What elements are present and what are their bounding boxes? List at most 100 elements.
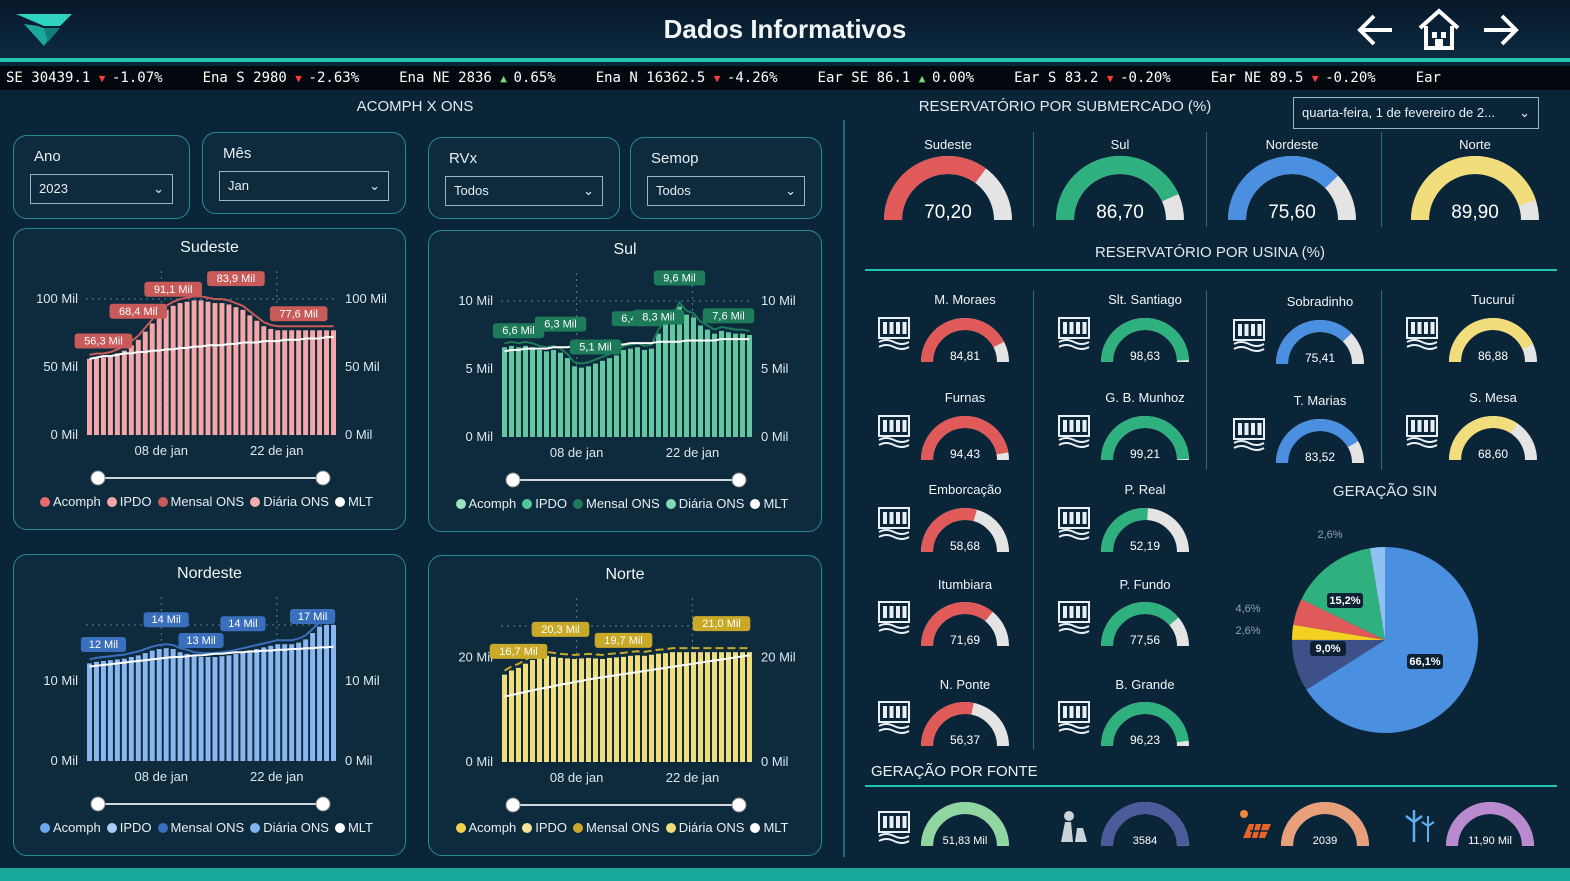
gauge-fill	[921, 416, 1009, 461]
bar	[719, 330, 724, 437]
range-slider-handle-start[interactable]	[90, 796, 106, 812]
fonte-title: GERAÇÃO POR FONTE	[871, 763, 1038, 780]
legend-dot-icon	[157, 823, 168, 833]
legend-item[interactable]: Diária ONS	[665, 496, 744, 511]
legend-item[interactable]: Mensal ONS	[157, 820, 244, 835]
chart-panel-sul: Sul 10 Mil 10 Mil 5 Mil 5 Mil 0 Mil 0 Mil 6,6 …	[428, 230, 822, 532]
legend-item[interactable]: Diária ONS	[250, 494, 329, 509]
pie-label: 66,1%	[1409, 656, 1440, 668]
bar	[205, 301, 211, 435]
date-select[interactable]: quarta-feira, 1 de fevereiro de 2... ⌄	[1293, 97, 1539, 129]
home-icon[interactable]	[1416, 6, 1462, 52]
bar	[114, 659, 120, 761]
legend-item[interactable]: Diária ONS	[665, 820, 744, 835]
hydro-dam-icon	[878, 601, 910, 634]
legend-label: IPDO	[119, 820, 152, 835]
filter-semop[interactable]: Semop Todos ⌄	[630, 137, 822, 219]
arrow-right-icon[interactable]	[1480, 10, 1522, 50]
legend-item[interactable]: Acomph	[455, 496, 516, 511]
legend-item[interactable]: MLT	[750, 820, 789, 835]
range-slider-handle-end[interactable]	[731, 797, 747, 813]
filter-rvx-select[interactable]: Todos ⌄	[445, 176, 603, 206]
bar	[516, 667, 521, 762]
hydro-dam-icon	[1406, 317, 1438, 350]
legend-item[interactable]: Diária ONS	[250, 820, 329, 835]
filter-mes-select[interactable]: Jan ⌄	[219, 171, 389, 201]
legend-dot-icon	[40, 823, 50, 833]
gauge-fill	[1101, 416, 1189, 461]
bar	[663, 324, 668, 437]
filter-ano-select[interactable]: 2023 ⌄	[30, 174, 173, 204]
bar	[579, 367, 584, 437]
hydro-dam-icon	[1406, 415, 1438, 448]
legend-item[interactable]: IPDO	[522, 496, 567, 511]
legend-item[interactable]: MLT	[334, 820, 373, 835]
gauge-separator	[1206, 132, 1207, 227]
data-label-bg	[269, 306, 328, 322]
bar	[677, 652, 682, 762]
bar	[240, 652, 246, 761]
legend-item[interactable]: Acomph	[455, 820, 516, 835]
gauge: 51,83 Mil	[921, 802, 1009, 847]
data-label-text: 77,6 Mil	[279, 308, 318, 320]
bar	[628, 655, 633, 762]
bar	[621, 349, 626, 437]
filter-mes[interactable]: Mês Jan ⌄	[202, 132, 406, 214]
filter-rvx-value: Todos	[454, 183, 489, 198]
bar	[502, 674, 507, 762]
gauge: 3584	[1101, 802, 1189, 847]
legend-dot-icon	[750, 499, 761, 509]
bar	[509, 670, 514, 762]
bar	[317, 626, 323, 761]
legend-item[interactable]: Mensal ONS	[157, 494, 244, 509]
chart-title: Sul	[613, 241, 637, 258]
legend-label: Mensal ONS	[586, 496, 660, 511]
gauge-value: 96,23	[1130, 733, 1160, 747]
legend-item[interactable]: IPDO	[106, 494, 152, 509]
data-label: 16,7 Mil	[489, 643, 548, 659]
legend-item[interactable]: MLT	[750, 496, 789, 511]
legend-item[interactable]: IPDO	[106, 820, 152, 835]
range-slider-handle-end[interactable]	[315, 470, 331, 486]
gauge: 56,37	[921, 702, 1009, 747]
legend-item[interactable]: IPDO	[522, 820, 567, 835]
x-tick-label: 22 de jan	[250, 443, 304, 458]
data-label-bg	[109, 303, 168, 319]
legend-item[interactable]: MLT	[334, 494, 373, 509]
data-label-text: 83,9 Mil	[217, 273, 256, 285]
gauge-separator	[1381, 132, 1382, 227]
ticker-item: Ear SE 86.1 ▲ 0.00%	[817, 70, 975, 86]
data-label: 77,6 Mil	[269, 306, 328, 322]
legend-item[interactable]: Acomph	[40, 494, 101, 509]
data-label-text: 6,6 Mil	[502, 325, 534, 337]
range-slider-handle-end[interactable]	[731, 472, 747, 488]
y-tick-label: 20 Mil	[458, 649, 493, 664]
chevron-down-icon: ⌄	[1519, 105, 1530, 120]
bar	[149, 323, 155, 435]
usina-name: G. B. Munhoz	[1105, 390, 1185, 405]
arrow-left-icon[interactable]	[1354, 10, 1396, 50]
gauge-fill	[921, 602, 993, 647]
bar	[593, 363, 598, 437]
gauge-value: 75,60	[1268, 202, 1316, 223]
range-slider-handle-start[interactable]	[90, 470, 106, 486]
filter-semop-select[interactable]: Todos ⌄	[647, 176, 805, 206]
gauge-value: 52,19	[1130, 539, 1160, 553]
range-slider-handle-start[interactable]	[505, 797, 521, 813]
legend-item[interactable]: Mensal ONS	[573, 496, 660, 511]
bar	[691, 317, 696, 437]
pie-label: 9,0%	[1315, 643, 1340, 655]
legend-dot-icon	[522, 823, 533, 833]
legend-item[interactable]: Mensal ONS	[573, 820, 660, 835]
submercado-name: Sul	[1110, 137, 1130, 152]
chevron-down-icon: ⌄	[785, 183, 796, 198]
filter-rvx[interactable]: RVx Todos ⌄	[428, 137, 620, 219]
filter-ano[interactable]: Ano 2023 ⌄	[13, 135, 190, 219]
bar	[247, 315, 253, 435]
bar	[565, 658, 570, 762]
range-slider-handle-end[interactable]	[315, 796, 331, 812]
range-slider-handle-start[interactable]	[505, 472, 521, 488]
bar	[523, 663, 528, 762]
legend-item[interactable]: Acomph	[40, 820, 101, 835]
gauge-fill	[1101, 318, 1189, 363]
